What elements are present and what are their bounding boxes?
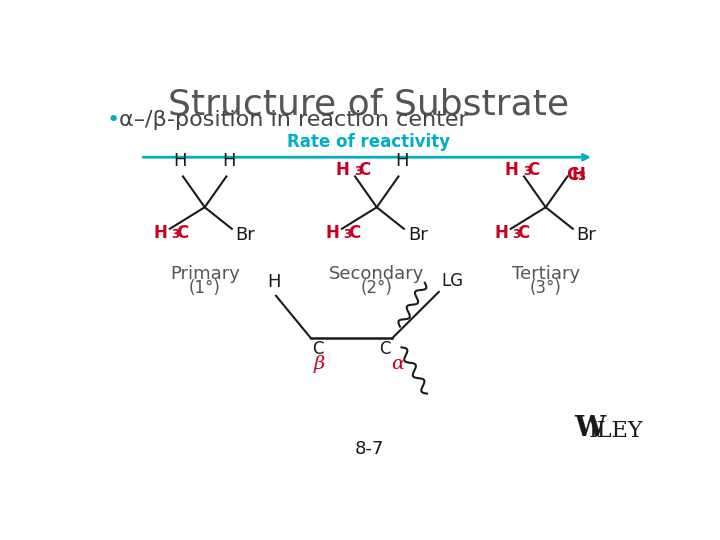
Text: 3: 3: [343, 228, 352, 241]
Text: ILEY: ILEY: [588, 420, 643, 442]
Text: Br: Br: [408, 226, 428, 244]
Text: 8-7: 8-7: [354, 440, 384, 457]
Text: H: H: [325, 224, 340, 242]
Text: W: W: [575, 415, 606, 442]
Text: β: β: [314, 355, 325, 373]
Text: Rate of reactivity: Rate of reactivity: [287, 133, 451, 151]
Text: 3: 3: [523, 165, 531, 178]
Text: (2°): (2°): [361, 279, 392, 297]
Text: H: H: [495, 224, 508, 242]
Text: Structure of Substrate: Structure of Substrate: [168, 88, 570, 122]
Text: H: H: [505, 161, 518, 179]
Text: C: C: [358, 161, 370, 179]
Text: H: H: [173, 152, 186, 170]
Text: H: H: [267, 273, 280, 291]
Text: C: C: [517, 224, 529, 242]
Text: H: H: [395, 152, 408, 170]
Text: Tertiary: Tertiary: [512, 265, 580, 283]
Text: Br: Br: [235, 226, 256, 244]
Text: C: C: [566, 166, 578, 184]
Text: C: C: [527, 161, 539, 179]
Text: C: C: [348, 224, 360, 242]
Text: Secondary: Secondary: [329, 265, 424, 283]
Text: (1°): (1°): [189, 279, 220, 297]
Text: Br: Br: [577, 226, 596, 244]
Text: H: H: [336, 161, 350, 179]
Text: 3: 3: [577, 170, 585, 183]
Text: LG: LG: [441, 272, 463, 289]
Text: H: H: [222, 152, 236, 170]
Text: 3: 3: [171, 228, 180, 241]
Text: C: C: [176, 224, 188, 242]
Text: C: C: [312, 340, 324, 357]
Text: α: α: [391, 355, 404, 373]
Text: C: C: [379, 340, 391, 357]
Text: •: •: [107, 110, 120, 130]
Text: 3: 3: [513, 228, 521, 241]
Text: H: H: [572, 166, 586, 184]
Text: Primary: Primary: [170, 265, 240, 283]
Text: 3: 3: [354, 165, 362, 178]
Text: H: H: [153, 224, 168, 242]
Text: (3°): (3°): [530, 279, 562, 297]
Text: α–/β-position in reaction center: α–/β-position in reaction center: [120, 110, 468, 130]
